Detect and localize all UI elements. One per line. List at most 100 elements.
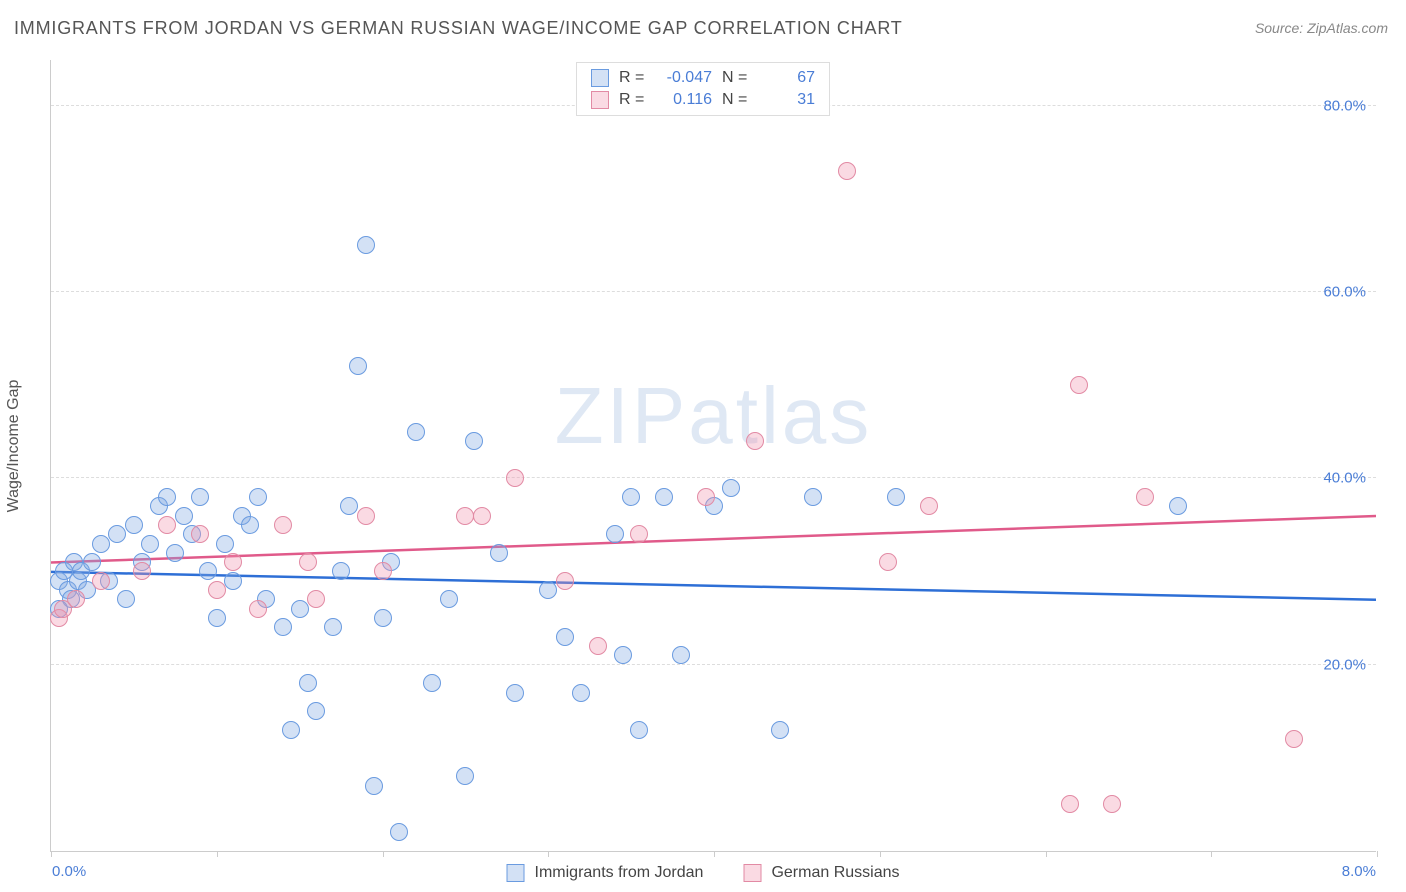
x-tick <box>1046 851 1047 857</box>
x-tick <box>1377 851 1378 857</box>
y-tick-label: 60.0% <box>1323 283 1366 300</box>
data-point-german <box>1061 795 1079 813</box>
data-point-jordan <box>556 628 574 646</box>
data-point-jordan <box>390 823 408 841</box>
data-point-german <box>697 488 715 506</box>
data-point-german <box>158 516 176 534</box>
y-tick-label: 40.0% <box>1323 470 1366 487</box>
data-point-german <box>1285 730 1303 748</box>
data-point-jordan <box>771 721 789 739</box>
y-tick-label: 20.0% <box>1323 656 1366 673</box>
data-point-german <box>879 553 897 571</box>
data-point-jordan <box>274 618 292 636</box>
data-point-jordan <box>141 535 159 553</box>
data-point-german <box>630 525 648 543</box>
data-point-german <box>1103 795 1121 813</box>
y-axis-label: Wage/Income Gap <box>5 380 23 513</box>
legend-label: German Russians <box>771 864 899 882</box>
data-point-jordan <box>722 479 740 497</box>
data-point-jordan <box>655 488 673 506</box>
n-value: 67 <box>760 69 815 87</box>
data-point-jordan <box>199 562 217 580</box>
x-tick <box>1211 851 1212 857</box>
data-point-german <box>506 469 524 487</box>
source-attribution: Source: ZipAtlas.com <box>1255 20 1388 36</box>
series-legend: Immigrants from Jordan German Russians <box>507 864 900 882</box>
data-point-jordan <box>506 684 524 702</box>
legend-label: Immigrants from Jordan <box>535 864 704 882</box>
data-point-jordan <box>92 535 110 553</box>
data-point-german <box>208 581 226 599</box>
n-label: N = <box>722 91 750 109</box>
data-point-jordan <box>249 488 267 506</box>
data-point-jordan <box>340 497 358 515</box>
data-point-german <box>1136 488 1154 506</box>
r-label: R = <box>619 69 647 87</box>
legend-item: Immigrants from Jordan <box>507 864 704 882</box>
gridline <box>51 477 1376 478</box>
data-point-german <box>92 572 110 590</box>
data-point-jordan <box>572 684 590 702</box>
chart-title: IMMIGRANTS FROM JORDAN VS GERMAN RUSSIAN… <box>14 18 903 39</box>
data-point-german <box>589 637 607 655</box>
data-point-jordan <box>1169 497 1187 515</box>
data-point-german <box>920 497 938 515</box>
legend-swatch <box>507 864 525 882</box>
data-point-german <box>473 507 491 525</box>
data-point-jordan <box>407 423 425 441</box>
data-point-jordan <box>282 721 300 739</box>
gridline <box>51 664 1376 665</box>
data-point-german <box>374 562 392 580</box>
data-point-jordan <box>191 488 209 506</box>
data-point-jordan <box>216 535 234 553</box>
x-axis-max-label: 8.0% <box>1342 863 1376 880</box>
data-point-german <box>274 516 292 534</box>
data-point-jordan <box>804 488 822 506</box>
data-point-jordan <box>117 590 135 608</box>
data-point-jordan <box>490 544 508 562</box>
y-tick-label: 80.0% <box>1323 97 1366 114</box>
data-point-jordan <box>208 609 226 627</box>
data-point-german <box>307 590 325 608</box>
data-point-jordan <box>324 618 342 636</box>
data-point-jordan <box>374 609 392 627</box>
data-point-jordan <box>307 702 325 720</box>
legend-swatch <box>743 864 761 882</box>
data-point-jordan <box>357 236 375 254</box>
data-point-jordan <box>614 646 632 664</box>
data-point-jordan <box>622 488 640 506</box>
data-point-jordan <box>166 544 184 562</box>
data-point-jordan <box>299 674 317 692</box>
r-label: R = <box>619 91 647 109</box>
x-axis-min-label: 0.0% <box>52 863 86 880</box>
data-point-german <box>224 553 242 571</box>
data-point-jordan <box>291 600 309 618</box>
data-point-german <box>456 507 474 525</box>
data-point-german <box>191 525 209 543</box>
data-point-jordan <box>83 553 101 571</box>
data-point-jordan <box>672 646 690 664</box>
watermark-text: ZIPatlas <box>555 370 872 462</box>
data-point-jordan <box>365 777 383 795</box>
data-point-jordan <box>456 767 474 785</box>
legend-stats-row: R =0.116N =31 <box>591 89 815 111</box>
data-point-jordan <box>125 516 143 534</box>
x-tick <box>217 851 218 857</box>
data-point-jordan <box>440 590 458 608</box>
data-point-german <box>249 600 267 618</box>
n-label: N = <box>722 69 750 87</box>
legend-swatch <box>591 69 609 87</box>
data-point-jordan <box>175 507 193 525</box>
data-point-jordan <box>158 488 176 506</box>
legend-item: German Russians <box>743 864 899 882</box>
x-tick <box>51 851 52 857</box>
data-point-jordan <box>606 525 624 543</box>
data-point-jordan <box>423 674 441 692</box>
data-point-jordan <box>630 721 648 739</box>
trendline-jordan <box>51 572 1376 600</box>
correlation-legend: R =-0.047N =67R =0.116N =31 <box>576 62 830 116</box>
data-point-german <box>133 562 151 580</box>
data-point-jordan <box>332 562 350 580</box>
n-value: 31 <box>760 91 815 109</box>
data-point-jordan <box>224 572 242 590</box>
